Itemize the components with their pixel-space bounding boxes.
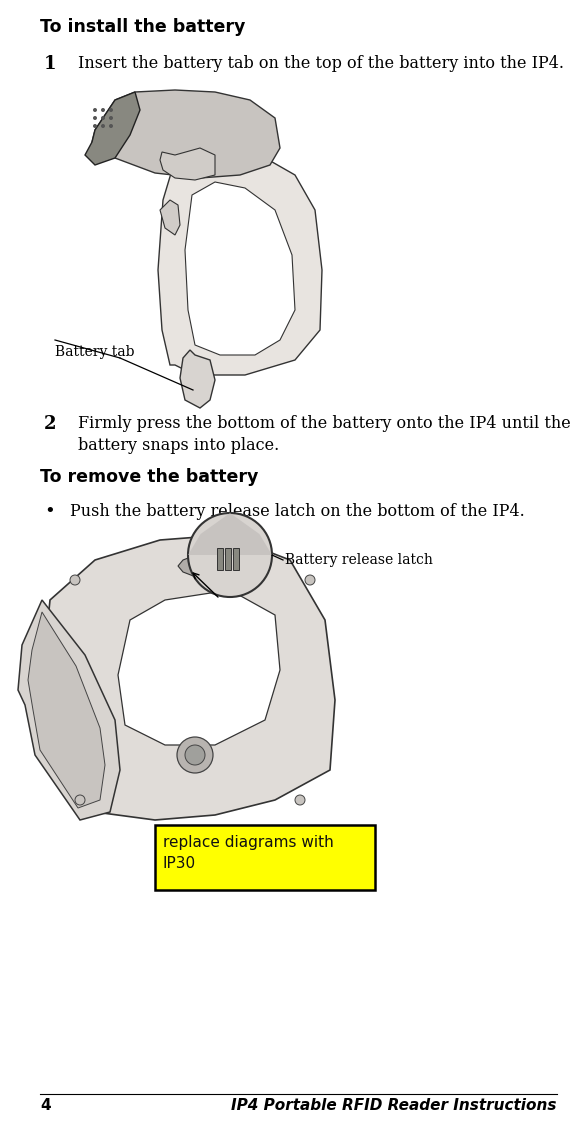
Polygon shape [160,200,180,234]
Text: 4: 4 [40,1098,51,1113]
Text: Battery tab: Battery tab [55,344,134,359]
Polygon shape [158,148,322,375]
Circle shape [185,745,205,765]
Polygon shape [42,535,335,820]
FancyBboxPatch shape [225,548,231,570]
Text: replace diagrams with
IP30: replace diagrams with IP30 [163,835,333,871]
Polygon shape [92,90,280,178]
Text: Push the battery release latch on the bottom of the IP4.: Push the battery release latch on the bo… [70,503,525,519]
Circle shape [70,574,80,585]
Text: IP4 Portable RFID Reader Instructions: IP4 Portable RFID Reader Instructions [231,1098,557,1113]
FancyBboxPatch shape [217,548,223,570]
Circle shape [295,795,305,804]
Circle shape [188,513,272,597]
Text: Battery release latch: Battery release latch [285,553,433,567]
Polygon shape [185,182,295,355]
Circle shape [75,795,85,804]
FancyBboxPatch shape [155,825,375,890]
Text: To remove the battery: To remove the battery [40,468,258,486]
Circle shape [93,116,97,120]
Text: To install the battery: To install the battery [40,18,246,36]
Polygon shape [160,148,215,180]
Polygon shape [28,611,105,808]
Circle shape [93,108,97,112]
Polygon shape [85,92,140,165]
Text: Insert the battery tab on the top of the battery into the IP4.: Insert the battery tab on the top of the… [78,55,564,72]
Polygon shape [118,590,280,745]
Circle shape [109,108,113,112]
Text: 2: 2 [44,415,57,433]
Polygon shape [18,600,120,820]
Text: 1: 1 [44,55,57,73]
Text: Firmly press the bottom of the battery onto the IP4 until the
battery snaps into: Firmly press the bottom of the battery o… [78,415,571,454]
Polygon shape [188,513,272,555]
Circle shape [109,125,113,128]
Polygon shape [180,350,215,408]
Circle shape [109,116,113,120]
Circle shape [93,125,97,128]
Circle shape [101,108,105,112]
Polygon shape [178,555,205,577]
Circle shape [305,574,315,585]
Circle shape [177,737,213,773]
Circle shape [101,116,105,120]
Circle shape [101,125,105,128]
FancyBboxPatch shape [233,548,239,570]
Text: •: • [44,503,55,521]
